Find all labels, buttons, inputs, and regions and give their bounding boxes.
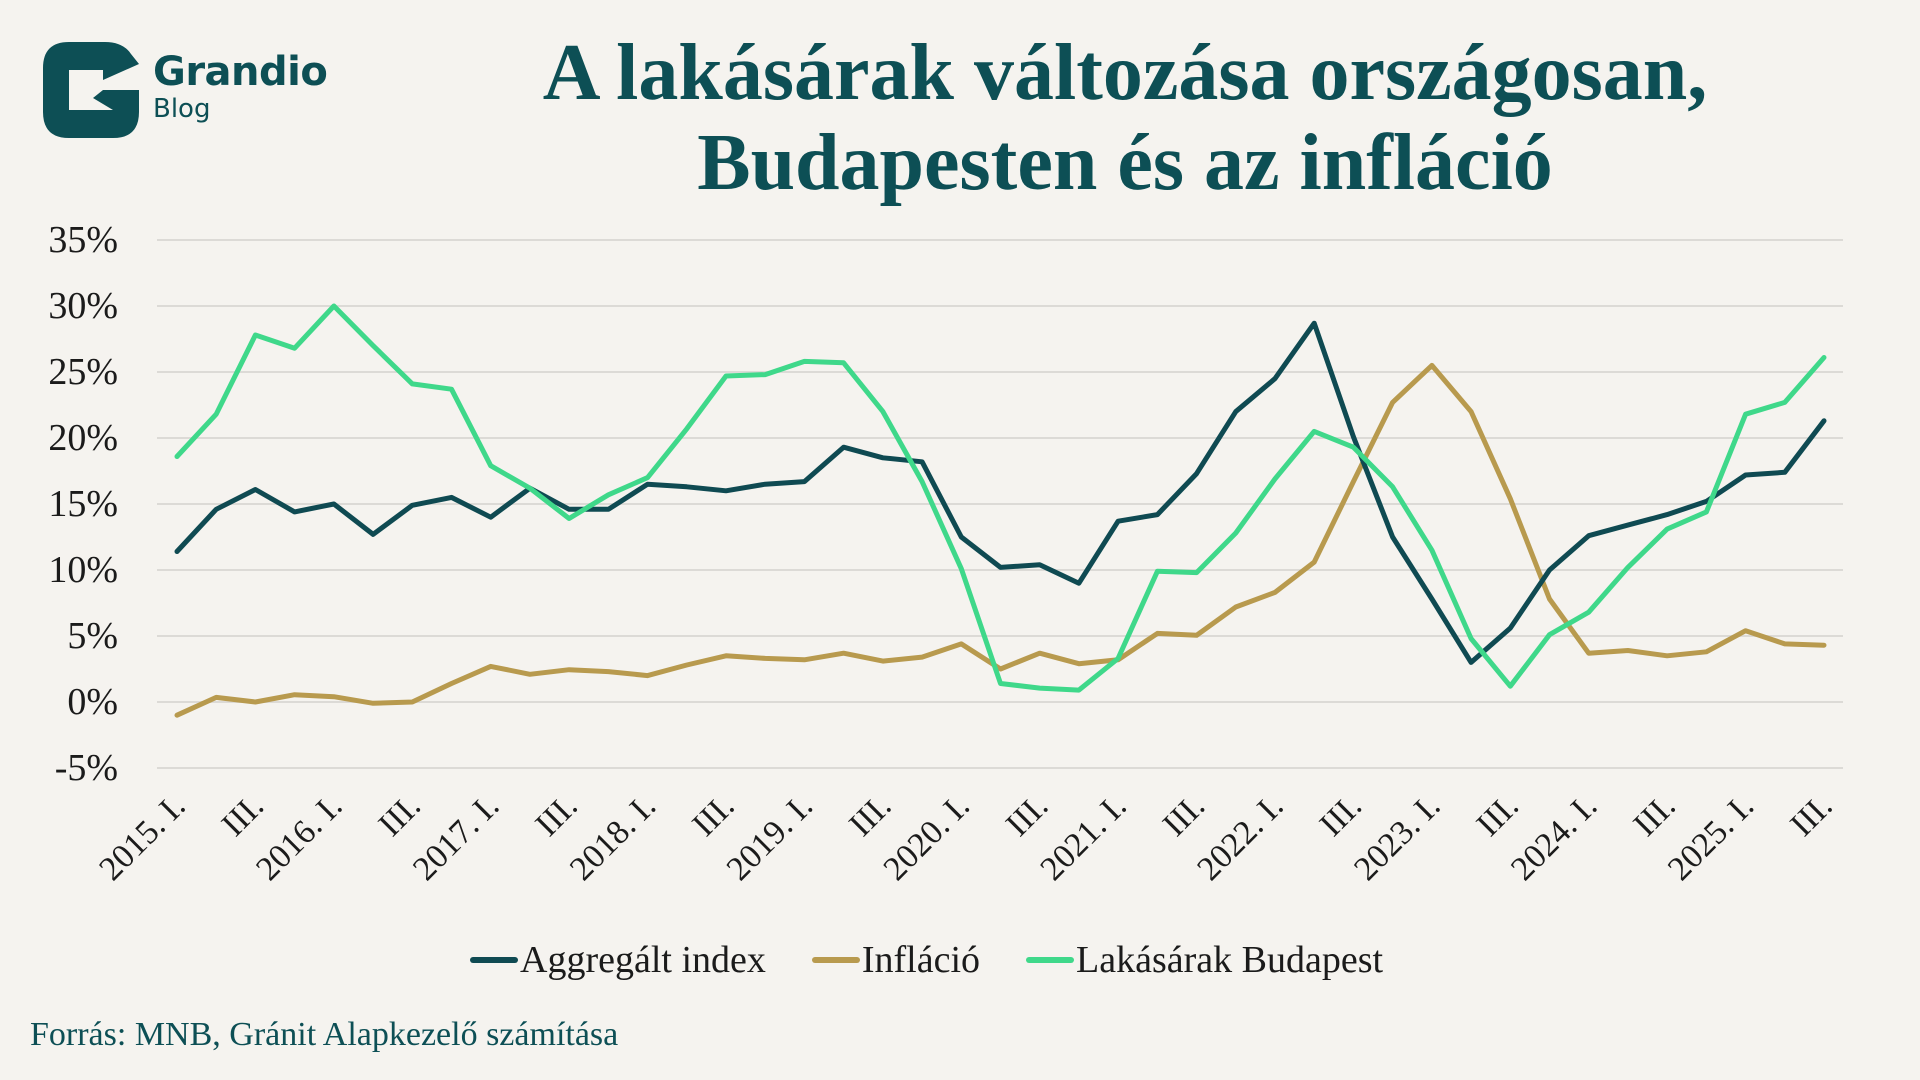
legend: Aggregált index Infláció Lakásárak Budap… <box>470 938 1429 982</box>
x-tick-label: III. <box>529 787 585 843</box>
grandio-g-icon <box>43 42 139 138</box>
x-tick-label: 2019. I. <box>720 787 820 887</box>
legend-item-inflacio: Infláció <box>811 938 981 982</box>
x-tick-label: III. <box>215 787 271 843</box>
x-tick-label: 2020. I. <box>877 787 977 887</box>
x-tick-label: III. <box>372 787 428 843</box>
y-tick-label: 30% <box>48 285 118 327</box>
x-tick-label: 2016. I. <box>249 787 349 887</box>
x-tick-label: 2025. I. <box>1661 787 1761 887</box>
series-line-aggreg-lt-index <box>174 320 1827 665</box>
y-tick-label: 25% <box>48 351 118 393</box>
legend-swatch-aggregalt <box>470 957 518 963</box>
x-tick-label: 2024. I. <box>1504 787 1604 887</box>
x-tick-label: 2023. I. <box>1347 787 1447 887</box>
series-line-infl-ci- <box>174 362 1827 718</box>
x-axis-ticks: 2015. I. III.2016. I. III.2017. I. III.2018… <box>92 787 1839 887</box>
x-tick-label: III. <box>1783 787 1839 843</box>
x-tick-label: III. <box>1313 787 1369 843</box>
x-tick-label: III. <box>999 787 1055 843</box>
brand-logo: Grandio Blog <box>43 42 328 138</box>
legend-item-aggregalt: Aggregált index <box>470 938 766 982</box>
legend-item-budapest: Lakásárak Budapest <box>1026 938 1383 982</box>
title-line-1: A lakásárak változása országosan, <box>542 29 1708 117</box>
brand-subtitle: Blog <box>153 94 211 124</box>
title-line-2: Budapesten és az infláció <box>697 119 1553 207</box>
series-lines <box>174 303 1827 718</box>
x-tick-label: 2015. I. <box>92 787 192 887</box>
legend-swatch-budapest <box>1026 957 1075 963</box>
series-line-lak-s-rak-budapest <box>174 303 1827 693</box>
legend-label-inflacio: Infláció <box>861 939 981 981</box>
y-tick-label: -5% <box>55 747 118 789</box>
y-tick-label: 5% <box>67 615 118 657</box>
y-tick-label: 35% <box>48 219 118 261</box>
x-tick-label: III. <box>1627 787 1683 843</box>
legend-label-budapest: Lakásárak Budapest <box>1076 939 1384 981</box>
legend-swatch-inflacio <box>811 957 860 963</box>
y-tick-label: 20% <box>48 417 118 459</box>
x-tick-label: 2021. I. <box>1034 787 1134 887</box>
x-tick-label: 2017. I. <box>406 787 506 887</box>
y-tick-label: 0% <box>67 681 118 723</box>
gridlines <box>157 239 1843 769</box>
x-tick-label: III. <box>1156 787 1212 843</box>
x-tick-label: 2022. I. <box>1190 787 1290 887</box>
source-note: Forrás: MNB, Gránit Alapkezelő számítása <box>30 1016 619 1053</box>
x-tick-label: III. <box>842 787 898 843</box>
legend-label-aggregalt: Aggregált index <box>520 939 766 981</box>
y-tick-label: 10% <box>48 549 118 591</box>
brand-name: Grandio <box>153 49 328 95</box>
y-tick-label: 15% <box>48 483 118 525</box>
x-tick-label: III. <box>1470 787 1526 843</box>
x-tick-label: III. <box>685 787 741 843</box>
y-axis-ticks: 35% 30% 25% 20% 15% 10% 5% 0% -5% <box>48 219 118 789</box>
chart-title: A lakásárak változása országosan, Budape… <box>460 28 1790 208</box>
x-tick-label: 2018. I. <box>563 787 663 887</box>
